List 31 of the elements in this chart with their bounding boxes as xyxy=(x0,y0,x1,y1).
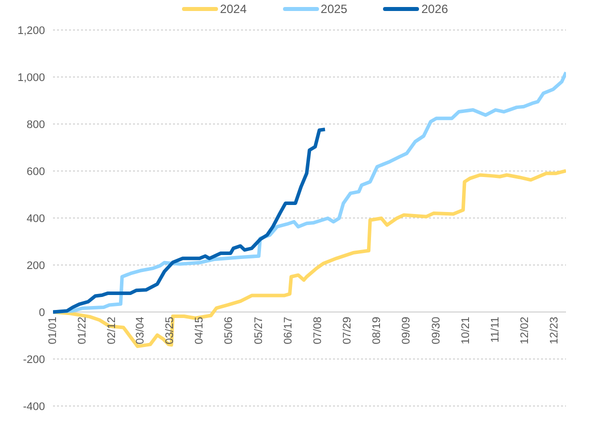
x-tick-label: 05/27 xyxy=(252,316,265,344)
x-tick-label: 03/04 xyxy=(134,316,146,344)
y-tick-label: 400 xyxy=(26,212,45,225)
x-tick-label: 08/19 xyxy=(371,316,384,344)
y-tick-label: -400 xyxy=(22,400,45,413)
line-series xyxy=(53,128,327,314)
legend-label: 2025 xyxy=(320,2,348,16)
x-tick-label: 11/11 xyxy=(490,316,502,343)
x-tick-label: 05/06 xyxy=(223,316,236,344)
x-tick-label: 10/21 xyxy=(460,316,472,344)
y-tick-label: 0 xyxy=(38,306,45,319)
x-tick-label: 09/09 xyxy=(400,316,413,344)
y-tick-label: 600 xyxy=(26,166,45,178)
y-tick-label: -200 xyxy=(22,354,45,366)
x-tick-label: 06/17 xyxy=(282,316,294,344)
x-tick-label: 12/23 xyxy=(548,316,561,344)
x-tick-label: 12/02 xyxy=(519,316,532,344)
x-tick-label: 02/12 xyxy=(106,316,118,344)
legend-label: 2026 xyxy=(421,2,448,16)
x-tick-label: 09/30 xyxy=(430,316,442,344)
y-tick-label: 1,200 xyxy=(17,24,45,37)
x-tick-label: 01/22 xyxy=(76,316,89,344)
x-tick-label: 07/29 xyxy=(342,316,354,344)
y-tick-label: 1,000 xyxy=(17,72,45,84)
y-tick-label: 200 xyxy=(26,260,45,272)
x-tick-label: 03/25 xyxy=(164,316,176,344)
legend-label: 2024 xyxy=(220,2,247,16)
y-tick-label: 800 xyxy=(26,118,45,131)
x-tick-label: 07/08 xyxy=(312,316,324,344)
x-tick-label: 04/15 xyxy=(194,316,206,344)
x-tick-label: 01/01 xyxy=(47,316,59,344)
